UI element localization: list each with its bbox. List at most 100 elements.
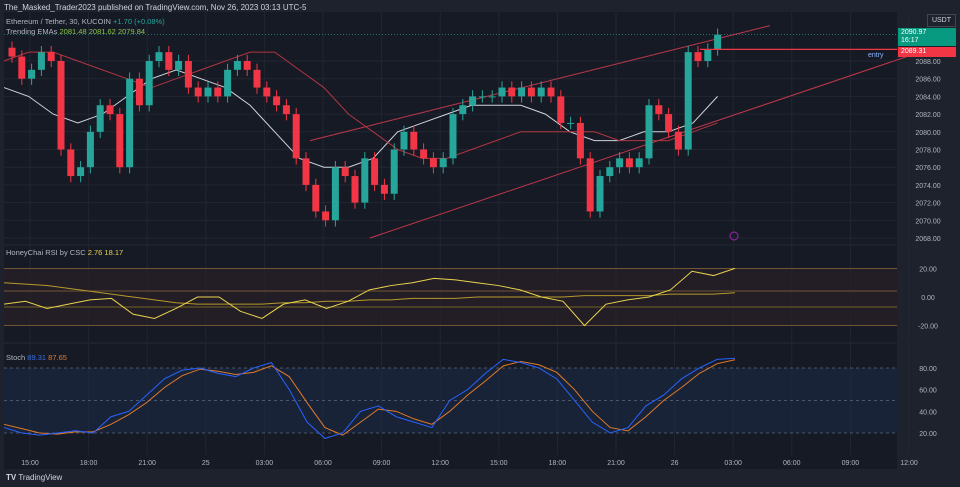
rsi-tick-label: -20.00 (918, 324, 938, 331)
candle-body (508, 87, 516, 97)
lower-channel-trendline (369, 51, 921, 239)
time-tick-label: 21:00 (138, 460, 156, 467)
ema-value-3: 2079.84 (117, 27, 146, 36)
price-tick-label: 2078.00 (915, 148, 940, 155)
rsi-band (4, 268, 897, 326)
candle-body (449, 114, 457, 159)
time-tick-label: 09:00 (373, 460, 391, 467)
candle-body (547, 87, 555, 97)
rsi-label[interactable]: HoneyChai RSI by CSC (6, 248, 86, 257)
candle-body (478, 96, 486, 98)
bar-countdown: 16:17 (901, 37, 919, 44)
rsi-line (3, 267, 736, 327)
tradingview-logo[interactable]: TV TradingView (6, 473, 63, 482)
time-tick-label: 12:00 (900, 460, 918, 467)
rsi-tick-label: 0.00 (921, 295, 935, 302)
candle-body (518, 87, 526, 97)
stoch-d-value: 87.65 (48, 353, 67, 362)
time-tick-label: 15:00 (490, 460, 508, 467)
candle-body (371, 158, 379, 185)
candle-body (67, 149, 75, 177)
time-tick-label: 09:00 (842, 460, 860, 467)
time-tick-label: 12:00 (431, 460, 449, 467)
stoch-tick-label: 20.00 (919, 431, 937, 438)
candle-body (429, 158, 437, 168)
candle-body (106, 105, 114, 115)
candle-body (351, 176, 359, 203)
price-change: +1.70 (+0.08%) (113, 17, 165, 26)
price-tick-label: 2084.00 (915, 94, 940, 101)
price-tick-label: 2072.00 (915, 201, 940, 208)
candle-body (224, 69, 232, 97)
candle-body (469, 96, 477, 106)
rsi-tick-label: 20.00 (919, 266, 937, 273)
candle-body (439, 158, 447, 168)
candle-body (18, 56, 26, 79)
candle-body (57, 61, 65, 150)
time-tick-label: 26 (671, 460, 679, 467)
candle-body (126, 78, 134, 168)
candle-body (28, 69, 36, 79)
price-tick-label: 2074.00 (915, 183, 940, 190)
time-tick-label: 06:00 (314, 460, 332, 467)
candle-body (459, 105, 467, 115)
entry-label: entry (868, 52, 884, 59)
candle-body (380, 184, 388, 194)
candle-body (214, 87, 222, 97)
candle-body (116, 114, 124, 168)
time-tick-label: 03:00 (256, 460, 274, 467)
time-tick-label: 18:00 (549, 460, 567, 467)
candle-body (282, 105, 290, 115)
candle-body (361, 158, 369, 203)
candle-body (714, 34, 722, 50)
candle-body (704, 49, 712, 61)
candle-body (47, 52, 55, 61)
flash-icon (729, 231, 739, 241)
candle-body (37, 52, 45, 70)
upper-channel-trendline (309, 25, 771, 142)
time-tick-label: 18:00 (80, 460, 98, 467)
price-tick-label: 2088.00 (915, 59, 940, 66)
ema-value-1: 2081.48 (59, 27, 87, 36)
candle-body (527, 87, 535, 97)
ema-legend: Trending EMAs 2081.48 2081.62 2079.84 (6, 27, 145, 36)
candle-body (488, 96, 496, 98)
candle-body (273, 96, 281, 106)
rsi-signal-line (3, 282, 736, 305)
candle-body (616, 158, 624, 168)
candle-body (655, 105, 663, 115)
candle-body (8, 47, 16, 57)
candle-body (400, 131, 408, 150)
candle-body (302, 158, 310, 185)
candle-body (253, 69, 261, 88)
time-tick-label: 21:00 (607, 460, 625, 467)
candle-body (537, 87, 545, 97)
time-tick-label: 15:00 (21, 460, 39, 467)
price-tick-label: 2082.00 (915, 112, 940, 119)
ema-fast-line (3, 69, 718, 168)
candle-body (312, 184, 320, 212)
symbol-name[interactable]: Ethereum / Tether, 30, KUCOIN (6, 17, 111, 26)
candle-body (243, 61, 251, 70)
candle-body (557, 96, 565, 123)
time-axis-bar (4, 455, 897, 469)
currency-button[interactable]: USDT (926, 14, 956, 27)
price-tick-label: 2076.00 (915, 165, 940, 172)
rsi-legend: HoneyChai RSI by CSC 2.76 18.17 (6, 248, 123, 257)
price-tick-label: 2080.00 (915, 130, 940, 137)
price-tick-label: 2068.00 (915, 236, 940, 243)
candle-body (694, 52, 702, 61)
ema-slow-line (3, 51, 718, 159)
candle-body (204, 87, 212, 97)
stoch-label[interactable]: Stoch (6, 353, 26, 362)
candle-body (635, 158, 643, 168)
stoch-d-line (3, 359, 736, 436)
price-tick-label: 2070.00 (915, 218, 940, 225)
candle-body (86, 131, 94, 168)
candle-body (665, 114, 673, 132)
ema-label[interactable]: Trending EMAs (6, 27, 58, 36)
candle-body (194, 87, 202, 97)
candle-body (292, 114, 300, 159)
candle-body (165, 52, 173, 70)
